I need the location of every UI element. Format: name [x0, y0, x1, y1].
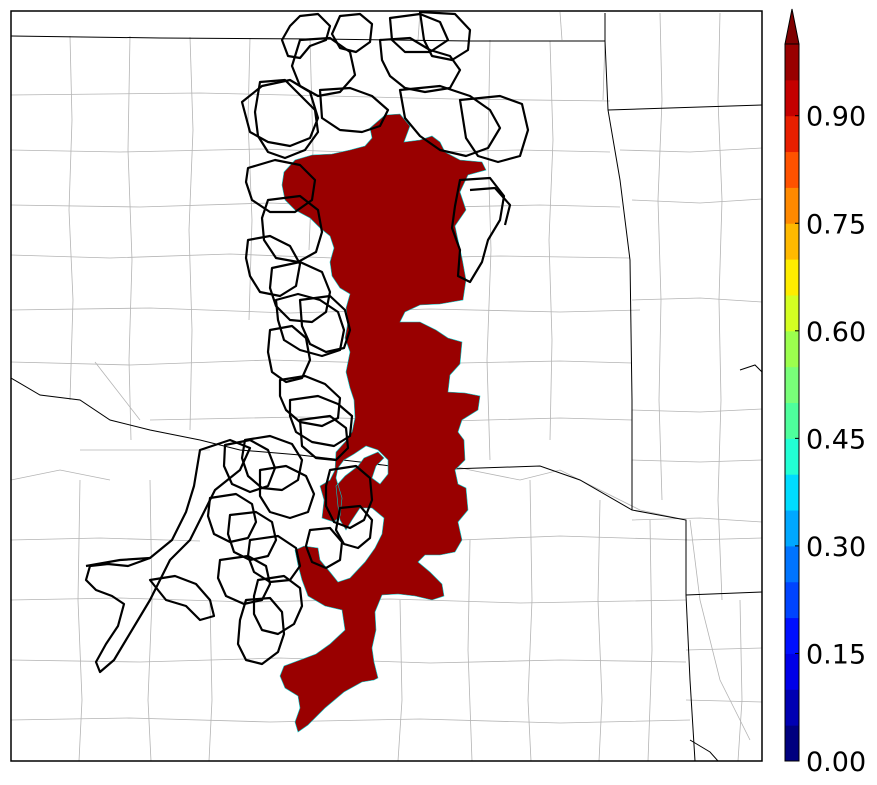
- colorbar-segment: [785, 653, 799, 690]
- colorbar-segment: [785, 402, 799, 439]
- colorbar-segments: [785, 44, 799, 762]
- colorbar-segment: [785, 366, 799, 403]
- colorbar-segment: [785, 79, 799, 117]
- probability-fill-region: [279, 113, 487, 733]
- colorbar-frame: [784, 43, 800, 762]
- colorbar-segment: [785, 294, 799, 332]
- ensemble-contours: [84, 11, 530, 674]
- colorbar-segment: [785, 259, 799, 296]
- colorbar-segment: [785, 474, 799, 511]
- colorbar-segment: [785, 44, 799, 81]
- colorbar-segment: [785, 438, 799, 475]
- colorbar-segment: [785, 617, 799, 654]
- colorbar-segment: [785, 725, 799, 762]
- colorbar-ticks: 0.00 0.15 0.30 0.45 0.60 0.75 0.90: [795, 102, 866, 778]
- colorbar-segment: [785, 689, 799, 726]
- colorbar-segment: [785, 187, 799, 224]
- colorbar: 0.00 0.15 0.30 0.45 0.60 0.75 0.90: [784, 8, 866, 778]
- colorbar-segment: [785, 510, 799, 547]
- colorbar-tick-label: 0.90: [806, 102, 866, 133]
- colorbar-tick-label: 0.15: [806, 639, 866, 670]
- map-panel: [10, 10, 763, 762]
- colorbar-segment: [785, 115, 799, 153]
- colorbar-tick-label: 0.45: [806, 424, 866, 455]
- colorbar-segment: [785, 581, 799, 619]
- colorbar-segment: [785, 223, 799, 260]
- map-frame: [10, 10, 763, 762]
- colorbar-tick-label: 0.60: [806, 317, 866, 348]
- colorbar-tick-label: 0.00: [806, 747, 866, 778]
- colorbar-tick-label: 0.75: [806, 209, 866, 240]
- colorbar-extend-arrow: [784, 8, 800, 45]
- colorbar-segment: [785, 151, 799, 188]
- colorbar-segment: [785, 330, 799, 368]
- colorbar-tick-label: 0.30: [806, 532, 866, 563]
- colorbar-segment: [785, 545, 799, 583]
